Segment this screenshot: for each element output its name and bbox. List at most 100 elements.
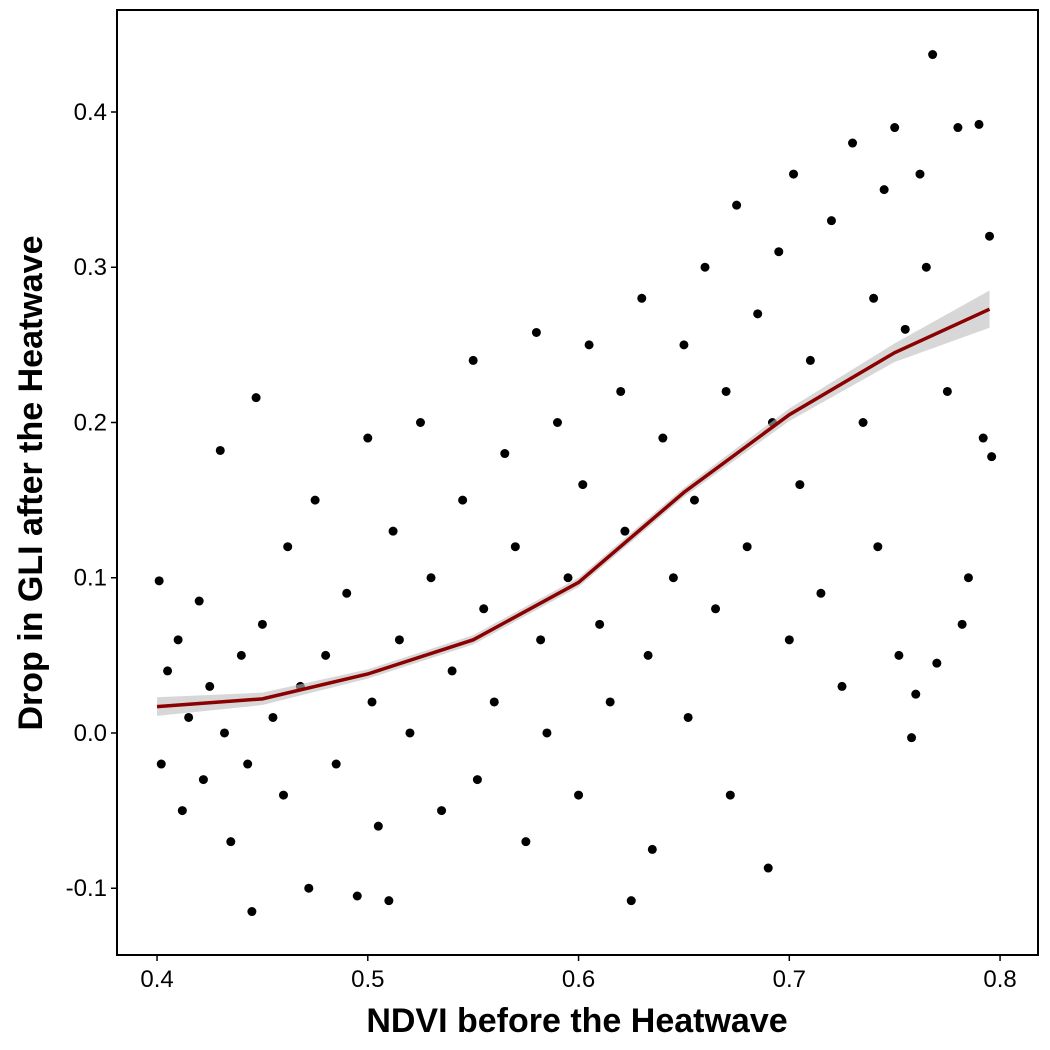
smooth-line <box>156 307 991 709</box>
point <box>873 542 883 552</box>
point <box>447 666 457 676</box>
point <box>753 309 763 319</box>
point <box>932 658 942 668</box>
point <box>531 327 541 337</box>
point <box>848 138 858 148</box>
point <box>626 896 636 906</box>
point <box>957 619 967 629</box>
point <box>268 712 278 722</box>
point <box>510 542 520 552</box>
x-tick-label: 0.5 <box>351 966 384 993</box>
point <box>331 759 341 769</box>
point <box>620 526 630 536</box>
point <box>173 635 183 645</box>
plot-frame <box>116 9 1039 956</box>
point <box>700 262 710 272</box>
point <box>637 293 647 303</box>
point <box>689 495 699 505</box>
point <box>437 806 447 816</box>
point <box>658 433 668 443</box>
point <box>415 417 425 427</box>
point <box>942 386 952 396</box>
point <box>177 806 187 816</box>
y-axis-title: Drop in GLI after the Heatwave <box>12 236 50 731</box>
point <box>321 650 331 660</box>
point <box>725 790 735 800</box>
point <box>536 635 546 645</box>
point <box>974 119 984 129</box>
point <box>784 635 794 645</box>
point <box>584 340 594 350</box>
point <box>472 775 482 785</box>
point <box>963 573 973 583</box>
point <box>732 200 742 210</box>
point <box>373 821 383 831</box>
point <box>978 433 988 443</box>
point <box>911 689 921 699</box>
point <box>928 50 938 60</box>
point <box>426 573 436 583</box>
point <box>915 169 925 179</box>
y-tick-label: 0.4 <box>74 99 107 126</box>
point <box>283 542 293 552</box>
point <box>352 891 362 901</box>
point <box>763 863 773 873</box>
point <box>388 526 398 536</box>
point <box>542 728 552 738</box>
point <box>605 697 615 707</box>
point <box>384 896 394 906</box>
point <box>679 340 689 350</box>
point <box>367 697 377 707</box>
point <box>394 635 404 645</box>
point <box>156 759 166 769</box>
x-tick-label: 0.6 <box>562 966 595 993</box>
point <box>774 247 784 257</box>
point <box>468 355 478 365</box>
point <box>907 733 917 743</box>
point <box>921 262 931 272</box>
point <box>869 293 879 303</box>
point <box>458 495 468 505</box>
y-tick-label: -0.1 <box>66 875 107 902</box>
point <box>643 650 653 660</box>
point <box>154 576 164 586</box>
point <box>226 837 236 847</box>
point <box>837 681 847 691</box>
point <box>894 650 904 660</box>
point <box>236 650 246 660</box>
point <box>805 355 815 365</box>
point <box>205 681 215 691</box>
point <box>795 480 805 490</box>
y-tick-label: 0.2 <box>74 409 107 436</box>
y-tick-label: 0.3 <box>74 254 107 281</box>
point <box>310 495 320 505</box>
point <box>304 883 314 893</box>
point <box>858 417 868 427</box>
confidence-band <box>157 290 990 716</box>
point <box>711 604 721 614</box>
point <box>363 433 373 443</box>
point <box>900 324 910 334</box>
point <box>479 604 489 614</box>
point <box>342 588 352 598</box>
x-tick-label: 0.7 <box>773 966 806 993</box>
y-tick-label: 0.0 <box>74 720 107 747</box>
point <box>742 542 752 552</box>
point <box>595 619 605 629</box>
point <box>578 480 588 490</box>
point <box>563 573 573 583</box>
x-axis-title: NDVI before the Heatwave <box>366 1002 787 1040</box>
x-tick-label: 0.4 <box>140 966 173 993</box>
point <box>721 386 731 396</box>
point <box>184 712 194 722</box>
point <box>647 844 657 854</box>
point <box>987 452 997 462</box>
point <box>521 837 531 847</box>
point <box>953 123 963 133</box>
point <box>219 728 229 738</box>
point <box>826 216 836 226</box>
y-tick-label: 0.1 <box>74 565 107 592</box>
point <box>985 231 995 241</box>
point <box>243 759 253 769</box>
